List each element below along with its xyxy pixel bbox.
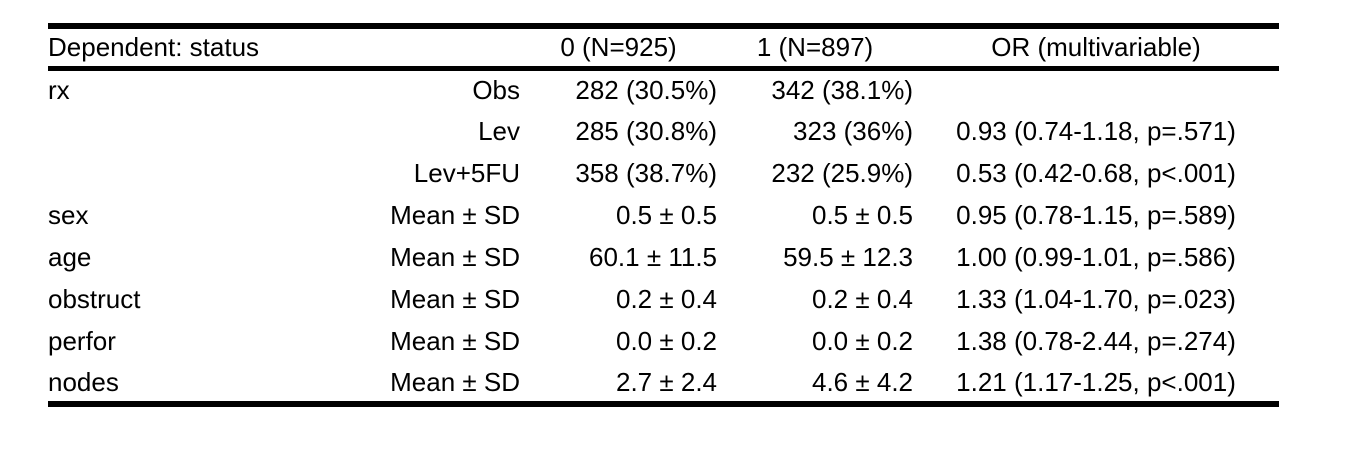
table-row: obstruct Mean ± SD 0.2 ± 0.4 0.2 ± 0.4 1… [48, 278, 1279, 320]
table-row: nodes Mean ± SD 2.7 ± 2.4 4.6 ± 4.2 1.21… [48, 362, 1279, 404]
group1-value: 0.0 ± 0.2 [812, 326, 914, 356]
group0-value: 358 (38.7%) [575, 158, 718, 188]
variable-label: age [48, 242, 92, 272]
level-label: Mean ± SD [390, 366, 521, 397]
or-value: 1.38 (0.78-2.44, p=.274) [956, 326, 1236, 356]
variable-label: sex [48, 200, 89, 230]
group0-value: 0.0 ± 0.2 [616, 326, 718, 356]
level-label: Mean ± SD [390, 200, 521, 230]
table-row: sex Mean ± SD 0.5 ± 0.5 0.5 ± 0.5 0.95 (… [48, 194, 1279, 236]
or-value: 1.21 (1.17-1.25, p<.001) [956, 366, 1236, 397]
or-value: 0.53 (0.42-0.68, p<.001) [956, 158, 1236, 188]
group1-value: 0.5 ± 0.5 [812, 200, 914, 230]
group0-value: 0.2 ± 0.4 [616, 284, 718, 314]
group1-value: 0.2 ± 0.4 [812, 284, 914, 314]
level-label: Obs [472, 75, 521, 106]
group1-value: 4.6 ± 4.2 [812, 366, 914, 397]
variable-label: nodes [48, 366, 119, 397]
or-value: 1.00 (0.99-1.01, p=.586) [956, 242, 1236, 272]
table-row: Lev 285 (30.8%) 323 (36%) 0.93 (0.74-1.1… [48, 110, 1279, 152]
level-label: Mean ± SD [390, 284, 521, 314]
header-row: Dependent: status 0 (N=925) 1 (N=897) OR… [48, 26, 1280, 68]
table-row: Lev+5FU 358 (38.7%) 232 (25.9%) 0.53 (0.… [48, 152, 1279, 194]
results-table: Dependent: status 0 (N=925) 1 (N=897) OR… [48, 23, 1280, 407]
group1-value: 323 (36%) [793, 116, 914, 146]
group0-value: 0.5 ± 0.5 [616, 200, 718, 230]
group1-value: 342 (38.1%) [771, 75, 914, 106]
level-label: Lev [478, 116, 521, 146]
group1-value: 232 (25.9%) [771, 158, 914, 188]
group0-header: 0 (N=925) [560, 32, 677, 63]
group0-value: 60.1 ± 11.5 [589, 242, 718, 272]
or-value [913, 68, 1279, 110]
level-label: Mean ± SD [390, 242, 521, 272]
level-label: Lev+5FU [413, 158, 521, 188]
variable-label [48, 152, 318, 194]
variable-label: rx [48, 75, 70, 106]
group0-value: 282 (30.5%) [575, 75, 718, 106]
table-row: age Mean ± SD 60.1 ± 11.5 59.5 ± 12.3 1.… [48, 236, 1279, 278]
group1-header: 1 (N=897) [756, 32, 874, 63]
or-multivariable-header: OR (multivariable) [991, 32, 1201, 63]
group0-value: 2.7 ± 2.4 [616, 366, 718, 397]
table-row: perfor Mean ± SD 0.0 ± 0.2 0.0 ± 0.2 1.3… [48, 320, 1279, 362]
variable-label: perfor [48, 326, 116, 356]
group1-value: 59.5 ± 12.3 [783, 242, 914, 272]
or-value: 1.33 (1.04-1.70, p=.023) [956, 284, 1236, 314]
or-value: 0.93 (0.74-1.18, p=.571) [956, 116, 1236, 146]
level-label: Mean ± SD [390, 326, 521, 356]
variable-label [48, 110, 318, 152]
variable-label: obstruct [48, 284, 141, 314]
dependent-variable-header: Dependent: status [48, 32, 260, 63]
or-value: 0.95 (0.78-1.15, p=.589) [956, 200, 1236, 230]
table-row: rx Obs 282 (30.5%) 342 (38.1%) [48, 68, 1279, 110]
group0-value: 285 (30.8%) [575, 116, 718, 146]
